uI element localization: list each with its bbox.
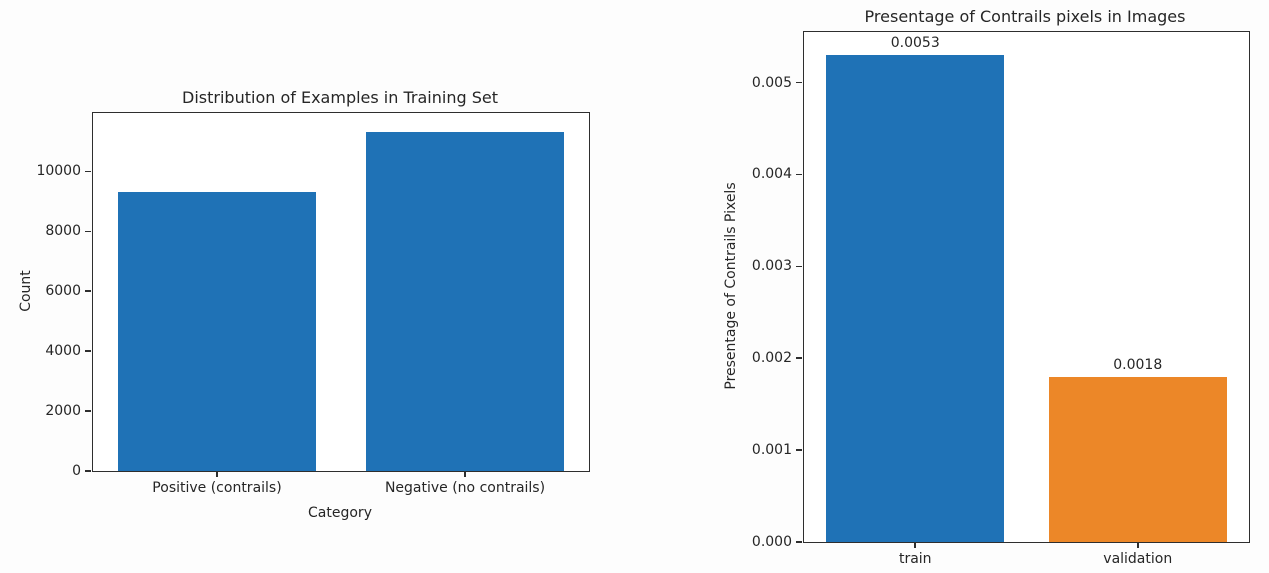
plot-area: 0 2000 4000 6000 8000 10000 Positive (contrail… xyxy=(36,112,590,496)
x-axis-tick xyxy=(914,542,917,548)
y-axis-tick-label: 0.003 xyxy=(751,258,792,275)
bar-positive-contrails xyxy=(117,192,317,471)
y-axis-tick xyxy=(85,230,92,233)
chart-title: Presentage of Contrails pixels in Images xyxy=(864,7,1186,26)
y-axis-tick xyxy=(796,541,803,543)
y-axis-tick-label: 0 xyxy=(72,463,81,479)
x-axis-tick-label: Negative (no contrails) xyxy=(384,480,546,496)
y-axis-tick xyxy=(85,290,92,293)
x-axis-label: Category xyxy=(308,505,372,521)
y-axis-tick-label: 0.000 xyxy=(751,534,792,550)
x-axis-tick-label: validation xyxy=(1103,551,1173,567)
y-axis-tick xyxy=(796,81,803,84)
y-axis-tick-label: 6000 xyxy=(45,283,81,300)
y-axis-tick xyxy=(85,170,92,173)
chart-title: Distribution of Examples in Training Set xyxy=(182,88,498,107)
y-axis-tick xyxy=(796,357,803,359)
y-axis-tick-label: 4000 xyxy=(45,343,81,360)
bar-value-label: 0.0018 xyxy=(1113,356,1163,373)
bar-value-label: 0.0053 xyxy=(890,34,940,51)
x-axis-tick xyxy=(1136,542,1139,548)
x-axis-tick-label: train xyxy=(898,551,932,567)
y-axis-tick-label: 2000 xyxy=(45,403,81,420)
y-axis-tick xyxy=(85,470,92,472)
y-axis-tick xyxy=(85,410,92,412)
x-axis-tick xyxy=(216,471,218,477)
y-axis-tick-label: 0.001 xyxy=(751,442,792,459)
y-axis-tick-label: 0.002 xyxy=(751,350,792,367)
y-axis-tick xyxy=(85,350,92,352)
y-axis-label: Presentage of Contrails Pixels xyxy=(723,182,739,390)
bar-negative-no-contrails xyxy=(365,132,565,471)
y-axis-tick-label: 0.004 xyxy=(751,166,792,183)
y-axis-tick xyxy=(796,265,803,268)
y-axis-tick-label: 0.005 xyxy=(751,74,792,91)
bar-train xyxy=(826,54,1005,542)
y-axis-tick-label: 10000 xyxy=(36,163,81,180)
y-axis-tick xyxy=(796,173,803,176)
plot-area: 0.000 0.001 0.002 0.003 0.004 0.005 train 0.005… xyxy=(752,31,1250,567)
x-axis-tick xyxy=(464,471,466,477)
x-axis-tick-label: Positive (contrails) xyxy=(152,480,282,496)
y-axis-tick xyxy=(796,449,803,451)
y-axis-tick-label: 8000 xyxy=(45,223,81,240)
bar-validation xyxy=(1048,376,1227,542)
